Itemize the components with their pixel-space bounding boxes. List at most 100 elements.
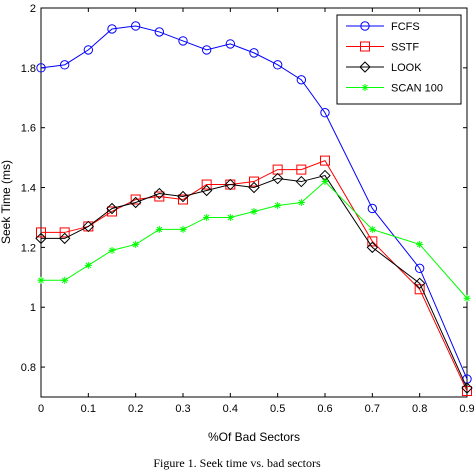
y-tick-label: 1.6 <box>21 123 36 135</box>
x-tick-label: 0.9 <box>459 403 474 415</box>
y-tick-label: 1.2 <box>21 242 36 254</box>
y-axis-label: Seek Time (ms) <box>0 160 13 244</box>
legend-label-sstf: SSTF <box>391 42 419 54</box>
legend-entry-look: LOOK <box>346 61 422 74</box>
data-point-scan-100 <box>463 294 471 302</box>
data-point-look <box>248 181 260 194</box>
data-point-fcfs <box>36 63 46 73</box>
data-point-look <box>106 202 118 215</box>
x-tick-label: 0.5 <box>270 403 285 415</box>
x-axis-ticks: 0 0.1 0.2 0.3 0.4 0.5 0.6 0.7 0.8 0.9 <box>38 8 474 415</box>
figure-caption: Figure 1. Seek time vs. bad sectors <box>153 456 321 470</box>
data-point-sstf <box>36 227 46 238</box>
data-point-look <box>177 190 189 203</box>
data-point-fcfs <box>296 75 307 85</box>
data-point-fcfs <box>367 203 378 214</box>
x-tick-label: 0.2 <box>128 403 143 415</box>
x-tick-label: 0.3 <box>175 403 190 415</box>
data-point-scan-100 <box>274 201 282 209</box>
series-line-scan-100 <box>41 180 468 299</box>
data-point-scan-100 <box>179 225 187 233</box>
y-tick-label: 1.4 <box>21 183 36 195</box>
y-axis-ticks: 0.8 1 1.2 1.4 1.6 1.8 2 <box>21 3 467 374</box>
data-point-scan-100 <box>108 246 116 254</box>
data-point-look <box>35 232 47 245</box>
data-point-look <box>295 175 308 188</box>
x-tick-label: 0.6 <box>317 403 332 415</box>
data-point-fcfs <box>320 108 330 118</box>
series-line-sstf <box>41 159 468 392</box>
data-point-scan-100 <box>250 207 258 215</box>
data-point-fcfs <box>414 263 425 274</box>
legend-entry-sstf: SSTF <box>346 41 419 54</box>
series-line-fcfs <box>40 25 468 380</box>
y-tick-label: 1.8 <box>21 63 36 75</box>
legend-marker-sstf <box>360 41 370 52</box>
series-scan-100 <box>37 178 471 302</box>
legend-label-scan-100: SCAN 100 <box>391 83 443 95</box>
series-look <box>35 169 473 394</box>
data-point-fcfs <box>107 24 117 34</box>
data-point-scan-100 <box>61 276 69 284</box>
data-point-sstf <box>296 164 307 175</box>
data-point-fcfs <box>225 39 236 49</box>
data-point-look <box>153 187 166 200</box>
legend-label-look: LOOK <box>391 62 422 74</box>
series-layer <box>35 21 473 397</box>
x-tick-label: 0.4 <box>223 403 238 415</box>
data-point-scan-100 <box>155 225 163 233</box>
x-axis-label: %Of Bad Sectors <box>208 430 300 444</box>
data-point-look <box>366 241 379 254</box>
legend: FCFS SSTF LOOK SCAN 100 <box>336 14 462 105</box>
data-point-scan-100 <box>203 213 211 221</box>
data-point-fcfs <box>272 60 283 70</box>
legend-marker-look <box>359 61 371 73</box>
series-line-look <box>41 174 468 389</box>
data-point-fcfs <box>249 48 259 58</box>
data-point-sstf <box>178 194 188 205</box>
x-tick-label: 0 <box>38 403 44 415</box>
legend-label-fcfs: FCFS <box>391 21 420 33</box>
data-point-look <box>129 196 142 209</box>
series-fcfs <box>36 21 472 384</box>
data-point-fcfs <box>178 36 188 46</box>
legend-entry-fcfs: FCFS <box>346 21 420 33</box>
legend-marker-fcfs <box>360 21 370 31</box>
data-point-sstf <box>249 176 259 187</box>
y-tick-label: 1 <box>30 302 36 314</box>
data-point-fcfs <box>130 21 141 31</box>
data-point-sstf <box>462 386 472 397</box>
data-point-scan-100 <box>226 213 234 221</box>
data-point-look <box>82 220 95 233</box>
data-point-sstf <box>59 227 70 238</box>
legend-entry-scan-100: SCAN 100 <box>346 83 443 95</box>
x-tick-label: 0.1 <box>81 403 96 415</box>
data-point-scan-100 <box>368 225 376 233</box>
data-point-look <box>58 232 71 245</box>
data-point-fcfs <box>83 45 94 55</box>
series-sstf <box>36 155 472 397</box>
legend-box <box>336 14 462 105</box>
y-tick-label: 2 <box>30 3 36 15</box>
x-tick-label: 0.8 <box>412 403 427 415</box>
data-point-scan-100 <box>416 240 424 248</box>
data-point-fcfs <box>59 60 70 70</box>
seek-time-chart: 0 0.1 0.2 0.3 0.4 0.5 0.6 0.7 0.8 0.9 0.8 1 1.2 1.4 1… <box>0 3 474 444</box>
data-point-look <box>224 178 237 191</box>
data-point-scan-100 <box>84 261 92 269</box>
data-point-scan-100 <box>321 178 329 186</box>
data-point-look <box>200 184 213 197</box>
data-point-look <box>413 277 426 289</box>
data-point-sstf <box>154 191 165 202</box>
data-point-fcfs <box>154 27 165 37</box>
data-point-scan-100 <box>297 199 305 206</box>
data-point-sstf <box>201 179 212 190</box>
y-tick-label: 0.8 <box>21 362 36 374</box>
data-point-look <box>461 382 473 394</box>
data-point-scan-100 <box>132 240 140 248</box>
data-point-look <box>271 172 284 185</box>
data-point-fcfs <box>201 45 212 55</box>
x-tick-label: 0.7 <box>365 403 380 415</box>
legend-marker-scan-100 <box>361 84 369 91</box>
data-point-sstf <box>414 284 425 295</box>
